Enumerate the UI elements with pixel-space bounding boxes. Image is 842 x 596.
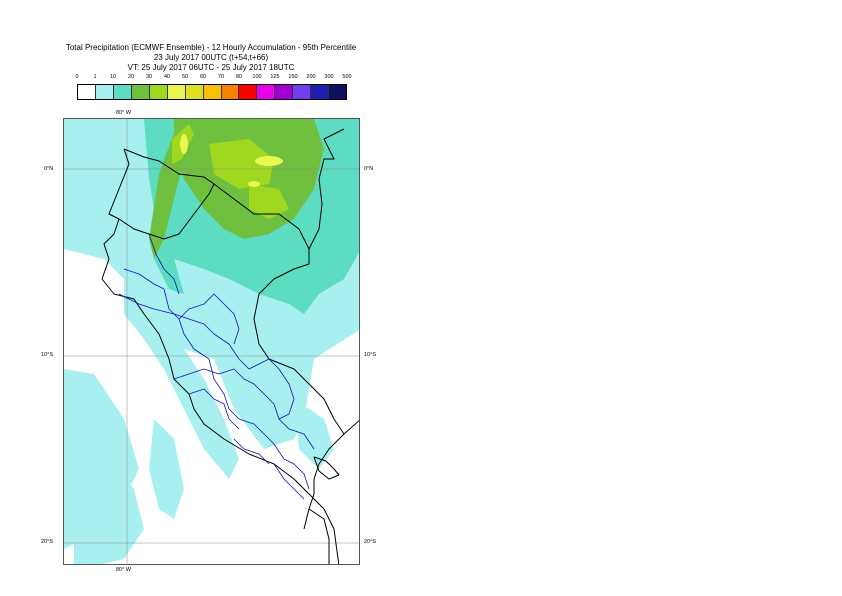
map-canvas [64, 119, 359, 564]
legend-tick-label: 100 [252, 74, 262, 80]
graticule [64, 119, 359, 564]
legend-tick-label: 60 [199, 74, 207, 80]
legend-tick-label: 20 [127, 74, 135, 80]
border-colombia-brazil [308, 128, 345, 250]
legend-tick-label: 125 [270, 74, 280, 80]
legend-labels: 0 1 10 20 30 40 50 60 70 80 100 125 150 200 300 500 [75, 74, 351, 84]
lat-label-right-20: 20°S [364, 539, 376, 545]
legend-swatch [293, 85, 312, 99]
legend-tick-label: 40 [163, 74, 171, 80]
legend-tick-label: 500 [342, 74, 352, 80]
legend-swatch [149, 85, 168, 99]
region-border-14 [283, 458, 310, 490]
region-border-4 [163, 288, 210, 360]
region-border-9 [188, 388, 240, 430]
legend-swatch [257, 85, 276, 99]
legend-tick-label: 30 [145, 74, 153, 80]
map-title: Total Precipitation (ECMWF Ensemble) - 1… [65, 43, 357, 52]
region-border-13 [233, 438, 270, 465]
region-border-2 [123, 268, 165, 290]
legend-swatch [78, 85, 96, 99]
base-time: 23 July 2017 00UTC (t+54,t+66) [153, 53, 269, 62]
region-border-15 [273, 463, 305, 500]
map-title-block: Total Precipitation (ECMWF Ensemble) - 1… [0, 43, 422, 73]
legend-tick-label: 50 [181, 74, 189, 80]
legend-swatch [275, 85, 294, 99]
precip-spot-yellow-1 [255, 156, 283, 166]
lat-label-left-20: 20°S [41, 539, 53, 545]
legend-swatch [311, 85, 330, 99]
precip-area-ygreen-1 [209, 139, 274, 189]
lon-label-bottom: 80° W [116, 567, 132, 573]
precip-spot-yellow-3 [180, 134, 188, 154]
lat-label-left-10: 10°S [41, 352, 53, 358]
legend-tick-label: 200 [306, 74, 316, 80]
border-peru-brazil [253, 293, 345, 435]
legend-tick-label: 70 [217, 74, 225, 80]
region-border-12 [268, 358, 295, 420]
border-colombia-peru [213, 183, 310, 295]
legend-swatch [167, 85, 186, 99]
legend-tick-label: 300 [324, 74, 334, 80]
border-ecuador-peru [118, 183, 215, 240]
color-legend: 0 1 10 20 30 40 50 60 70 80 100 125 150 200 300 500 [75, 74, 352, 102]
region-border-7 [173, 368, 255, 385]
precip-area-light-sw2 [74, 449, 144, 564]
legend-swatch [95, 85, 114, 99]
region-border-8 [208, 358, 240, 420]
valid-time: VT: 25 July 2017 06UTC - 25 July 2017 18… [127, 63, 295, 72]
border-bolivia-brazil [343, 420, 359, 435]
legend-swatch [185, 85, 204, 99]
legend-swatch [113, 85, 132, 99]
legend-color-bar [77, 84, 347, 100]
legend-swatch [329, 85, 347, 99]
lat-label-right-0: 0°N [364, 166, 374, 172]
legend-tick-label: 10 [109, 74, 117, 80]
border-ecuador-colombia [123, 148, 215, 185]
region-border-5 [213, 333, 270, 370]
legend-swatch [131, 85, 150, 99]
precip-spot-yellow-2 [248, 181, 260, 187]
legend-tick-label: 80 [235, 74, 243, 80]
precip-area-light-se [294, 399, 334, 469]
lon-label-top: 80° W [116, 110, 132, 116]
precip-area-ygreen-2 [249, 184, 289, 219]
region-border-6 [178, 293, 240, 345]
region-border-11 [238, 418, 285, 460]
regional-borders [118, 233, 315, 500]
legend-tick-label: 0 [75, 74, 79, 80]
precipitation-map[interactable] [63, 118, 360, 565]
lat-label-left-0: 0°N [44, 166, 54, 172]
border-bolivia-chile [308, 508, 330, 564]
precip-shading [64, 119, 359, 564]
legend-swatch [221, 85, 240, 99]
legend-tick-label: 150 [288, 74, 298, 80]
precip-area-light-mid [149, 419, 184, 519]
lat-label-right-10: 10°S [364, 352, 376, 358]
legend-swatch [203, 85, 222, 99]
coastline [101, 148, 340, 564]
country-borders [101, 128, 359, 564]
legend-tick-label: 1 [93, 74, 97, 80]
lake-titicaca [313, 456, 340, 480]
legend-swatch [239, 85, 258, 99]
region-border-1 [148, 233, 180, 295]
